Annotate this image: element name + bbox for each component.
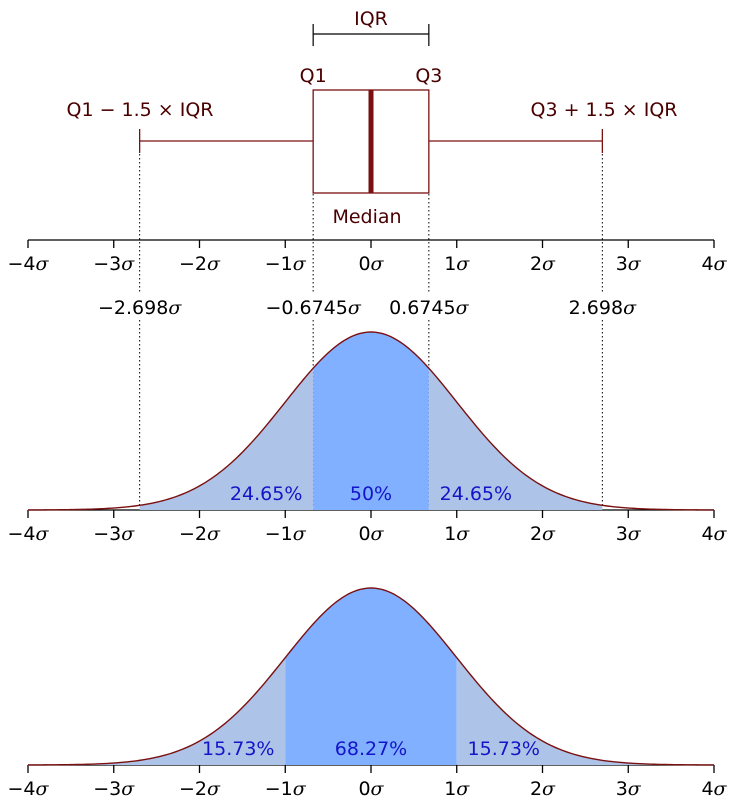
axis-tick-label: −2σ <box>179 523 221 545</box>
region-percent-label: 24.65% <box>230 483 302 505</box>
axis-tick-label: 1σ <box>444 253 470 275</box>
axis-tick-label: −1σ <box>265 253 307 275</box>
axis-tick-label: 0σ <box>358 778 384 800</box>
axis-tick-label: −4σ <box>8 778 50 800</box>
quantile-labels: −2.698σ −0.6745σ 0.6745σ 2.698σ <box>98 297 637 319</box>
quantile-label: −2.698σ <box>98 297 182 319</box>
distribution-region <box>428 368 603 510</box>
axis-tick-label: −4σ <box>8 523 50 545</box>
distribution-region <box>28 657 286 765</box>
axis-tick-label: −2σ <box>179 253 221 275</box>
axis-tick-label: −1σ <box>265 778 307 800</box>
distribution-region <box>456 657 714 765</box>
axis-tick-label: 4σ <box>701 778 727 800</box>
axis-tick-label: 4σ <box>701 253 727 275</box>
axis-tick-label: −1σ <box>265 523 307 545</box>
axis-tick-label: 1σ <box>444 778 470 800</box>
quantile-label: 2.698σ <box>569 297 637 319</box>
median-label: Median <box>332 206 401 228</box>
axis-tick-label: 0σ <box>358 523 384 545</box>
q3-label: Q3 <box>415 65 442 87</box>
region-percent-label: 15.73% <box>468 738 540 760</box>
quantile-label: 0.6745σ <box>389 297 469 319</box>
sigma-axis-top: −4σ −3σ −2σ −1σ 0σ 1σ 2σ 3σ 4σ <box>8 239 728 275</box>
normal-distribution-one-sigma: 15.73% 68.27% 15.73% <box>27 587 715 766</box>
distribution-region <box>313 332 429 510</box>
axis-tick-label: 4σ <box>701 523 727 545</box>
axis-tick-label: 3σ <box>616 778 642 800</box>
iqr-label: IQR <box>354 8 388 30</box>
axis-tick-label: 3σ <box>616 523 642 545</box>
axis-tick-label: −3σ <box>93 778 135 800</box>
upper-fence-label: Q3 + 1.5 × IQR <box>530 99 677 121</box>
iqr-bracket: IQR <box>312 8 430 46</box>
axis-tick-label: −3σ <box>93 253 135 275</box>
density-curve <box>27 587 715 766</box>
sigma-axis-middle: −4σ −3σ −2σ −1σ 0σ 1σ 2σ 3σ 4σ <box>8 509 728 545</box>
axis-tick-label: 1σ <box>444 523 470 545</box>
axis-tick-label: −4σ <box>8 253 50 275</box>
region-percent-label: 50% <box>350 483 392 505</box>
axis-tick-label: 2σ <box>530 778 556 800</box>
density-curve <box>27 331 715 511</box>
lower-fence-label: Q1 − 1.5 × IQR <box>66 99 213 121</box>
axis-tick-label: 0σ <box>358 253 384 275</box>
axis-tick-label: 3σ <box>616 253 642 275</box>
region-percent-label: 68.27% <box>335 738 407 760</box>
q1-label: Q1 <box>300 65 327 87</box>
region-percent-label: 24.65% <box>440 483 512 505</box>
region-percent-label: 15.73% <box>202 738 274 760</box>
axis-tick-label: −2σ <box>179 778 221 800</box>
sigma-axis-bottom: −4σ −3σ −2σ −1σ 0σ 1σ 2σ 3σ 4σ <box>8 764 728 800</box>
axis-tick-label: 2σ <box>530 523 556 545</box>
axis-tick-label: 2σ <box>530 253 556 275</box>
box-plot: Q1 Q3 Q1 − 1.5 × IQR Q3 + 1.5 × IQR Medi… <box>66 65 677 228</box>
distribution-region <box>139 368 314 510</box>
quantile-label: −0.6745σ <box>265 297 361 319</box>
distribution-region <box>285 588 457 765</box>
normal-distribution-iqr: 24.65% 50% 24.65% <box>27 331 715 511</box>
axis-tick-label: −3σ <box>93 523 135 545</box>
